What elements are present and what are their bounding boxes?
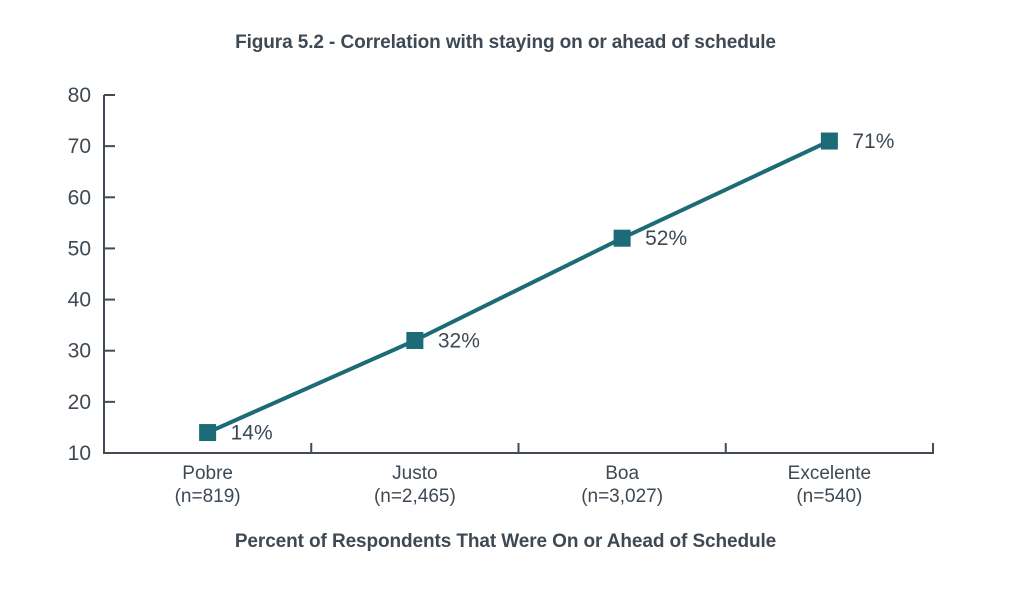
data-point-label: 32% xyxy=(438,329,480,352)
x-category-sublabel: (n=819) xyxy=(175,486,241,507)
x-category-label: Excelente xyxy=(788,463,871,484)
data-point-marker xyxy=(613,229,631,247)
series-line xyxy=(205,139,832,435)
x-category-label: Pobre xyxy=(182,463,233,484)
x-category-label: Boa xyxy=(605,463,639,484)
data-point-marker xyxy=(406,331,424,349)
data-point-label: 71% xyxy=(852,130,894,153)
x-category-sublabel: (n=3,027) xyxy=(581,486,663,507)
x-category-sublabel: (n=2,465) xyxy=(374,486,456,507)
x-category-label: Justo xyxy=(392,463,437,484)
x-category-sublabel: (n=540) xyxy=(796,486,862,507)
y-tick-label: 80 xyxy=(68,84,91,107)
y-tick-label: 30 xyxy=(68,340,91,363)
x-axis-title: Percent of Respondents That Were On or A… xyxy=(234,531,777,552)
data-point-label: 52% xyxy=(645,227,687,250)
data-point-marker xyxy=(820,132,838,150)
y-tick-label: 60 xyxy=(68,186,91,209)
y-tick-label: 40 xyxy=(68,289,91,312)
y-tick-label: 50 xyxy=(68,237,91,260)
y-tick-label: 70 xyxy=(68,135,91,158)
data-point-label: 14% xyxy=(231,422,273,445)
chart-title: Figura 5.2 - Correlation with staying on… xyxy=(235,32,776,53)
y-tick-label: 20 xyxy=(68,391,91,414)
data-point-marker xyxy=(199,424,217,442)
y-tick-label: 10 xyxy=(68,442,91,465)
